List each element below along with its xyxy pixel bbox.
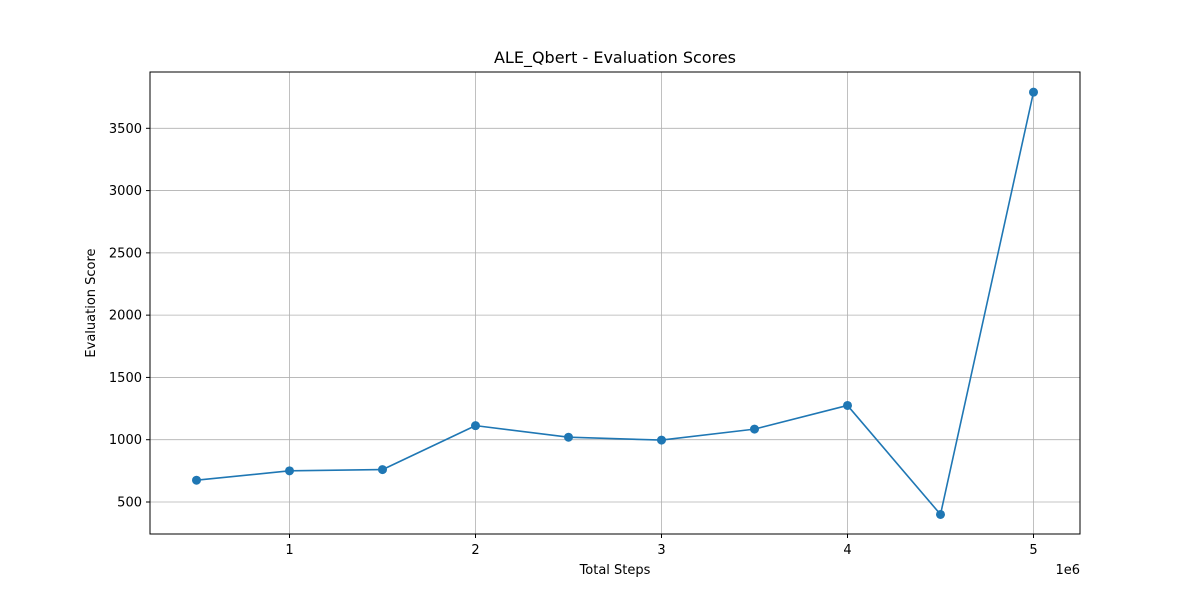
y-tick-label: 500 bbox=[117, 495, 142, 510]
x-axis: 1 2 3 4 5 bbox=[285, 534, 1038, 558]
series-line bbox=[196, 92, 1035, 516]
data-point bbox=[1029, 87, 1038, 97]
series-layer bbox=[192, 87, 1038, 519]
chart-title: ALE_Qbert - Evaluation Scores bbox=[494, 48, 736, 68]
x-tick-label: 4 bbox=[843, 543, 851, 558]
x-tick-label: 1 bbox=[285, 543, 293, 558]
y-tick-label: 1000 bbox=[109, 433, 142, 448]
data-point bbox=[750, 424, 759, 434]
data-point bbox=[285, 466, 294, 476]
data-point bbox=[936, 509, 945, 519]
data-point bbox=[378, 465, 387, 475]
data-point bbox=[192, 475, 201, 485]
data-point bbox=[657, 435, 666, 445]
y-tick-label: 1500 bbox=[109, 371, 142, 386]
y-tick-label: 2500 bbox=[109, 246, 142, 261]
data-point bbox=[564, 432, 573, 442]
y-tick-label: 2000 bbox=[109, 309, 142, 324]
y-tick-label: 3000 bbox=[109, 184, 142, 199]
plot-frame bbox=[149, 71, 1081, 535]
data-point bbox=[471, 421, 480, 431]
x-tick-label: 5 bbox=[1029, 543, 1037, 558]
grid bbox=[150, 72, 1080, 534]
x-tick-label: 2 bbox=[471, 543, 479, 558]
y-tick-label: 3500 bbox=[109, 122, 142, 137]
data-point bbox=[843, 400, 852, 410]
x-tick-label: 3 bbox=[657, 543, 665, 558]
x-offset-label: 1e6 bbox=[1055, 563, 1080, 578]
x-axis-label: Total Steps bbox=[579, 563, 651, 578]
y-axis: 500 1000 1500 2000 2500 3000 3500 bbox=[109, 122, 150, 510]
y-axis-label: Evaluation Score bbox=[84, 248, 99, 357]
